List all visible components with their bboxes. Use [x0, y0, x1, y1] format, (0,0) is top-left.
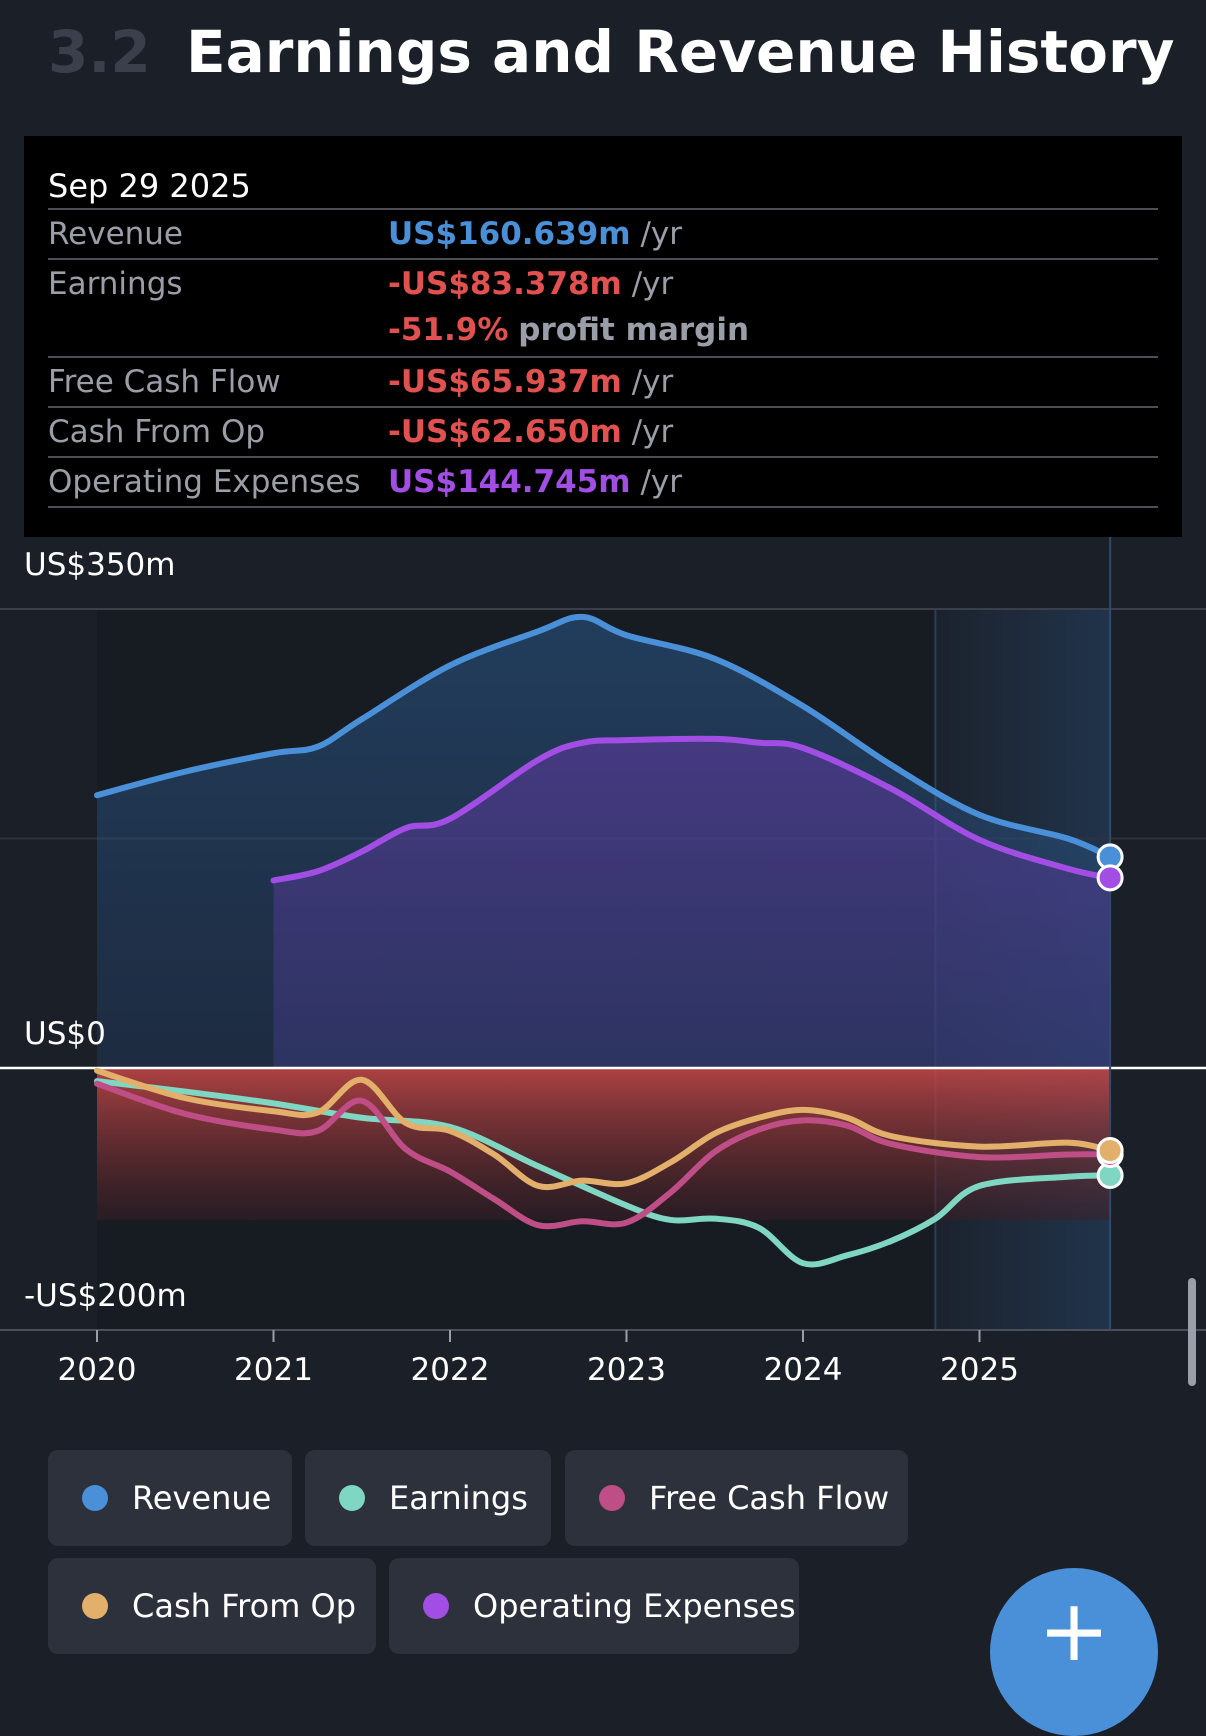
- tooltip-unit: /yr: [631, 266, 674, 302]
- cash-from-op-dot-icon: [82, 1593, 108, 1619]
- chart-tooltip: Sep 29 2025 Revenue US$160.639m /yr Earn…: [24, 136, 1182, 537]
- tooltip-row-free-cash-flow: Free Cash Flow -US$65.937m /yr: [48, 356, 1158, 406]
- legend-label: Earnings: [389, 1479, 528, 1517]
- legend-label: Revenue: [132, 1479, 272, 1517]
- x-tick-label: 2020: [58, 1352, 137, 1388]
- free-cash-flow-dot-icon: [599, 1485, 625, 1511]
- earnings-line: [94, 1078, 1114, 1268]
- legend-chip-earnings[interactable]: Earnings: [305, 1450, 551, 1546]
- operating-expenses-line: [270, 735, 1114, 884]
- tooltip-unit: /yr: [640, 464, 682, 500]
- profit-margin-value: -51.9%: [388, 312, 509, 348]
- tooltip-value: -US$62.650m: [388, 414, 622, 450]
- tooltip-unit: /yr: [631, 364, 674, 400]
- legend-chip-revenue[interactable]: Revenue: [48, 1450, 292, 1546]
- tooltip-value: US$144.745m: [388, 464, 631, 500]
- profit-margin-label: profit margin: [518, 312, 750, 348]
- tooltip-unit: /yr: [640, 216, 682, 252]
- tooltip-divider: [48, 506, 1158, 508]
- tooltip-row-operating-expenses: Operating Expenses US$144.745m /yr: [48, 456, 1158, 506]
- tooltip-value: US$160.639m: [388, 216, 631, 252]
- page-title: Earnings and Revenue History: [186, 18, 1175, 86]
- revenue-line: [94, 613, 1114, 860]
- tooltip-label: Cash From Op: [48, 414, 266, 450]
- x-tick-label: 2025: [940, 1352, 1019, 1388]
- x-tick-label: 2022: [411, 1352, 490, 1388]
- free-cash-flow-line: [94, 1080, 1114, 1230]
- legend-label: Cash From Op: [132, 1587, 357, 1625]
- legend-chip-free-cash-flow[interactable]: Free Cash Flow: [565, 1450, 908, 1546]
- tooltip-label: Revenue: [48, 216, 184, 252]
- tooltip-label: Earnings: [48, 266, 183, 302]
- x-axis: 2020 2021 2022 2023 2024 2025: [58, 1330, 1019, 1388]
- chart-series-lines: [94, 613, 1114, 1268]
- add-button[interactable]: +: [990, 1568, 1158, 1736]
- cash-from-op-end-point: [1096, 1137, 1124, 1165]
- legend-chip-operating-expenses[interactable]: Operating Expenses: [389, 1558, 799, 1654]
- earnings-revenue-chart[interactable]: US$350m US$0 -US$200m 2020 2021 2022 2023 2024…: [0, 537, 1206, 1390]
- tooltip-label: Operating Expenses: [48, 464, 361, 500]
- tooltip-label: Free Cash Flow: [48, 364, 281, 400]
- chart-end-markers: [1096, 843, 1124, 1189]
- y-tick-label: -US$200m: [24, 1278, 187, 1314]
- x-tick-label: 2021: [234, 1352, 313, 1388]
- operating-expenses-end-point: [1096, 864, 1124, 892]
- scrollbar[interactable]: [1188, 1278, 1196, 1386]
- revenue-dot-icon: [82, 1485, 108, 1511]
- x-tick-label: 2024: [764, 1352, 843, 1388]
- tooltip-date: Sep 29 2025: [48, 167, 251, 205]
- y-axis-labels: US$350m US$0 -US$200m: [24, 547, 187, 1314]
- section-header: 3.2 Earnings and Revenue History: [48, 12, 1174, 92]
- legend-chip-cash-from-op[interactable]: Cash From Op: [48, 1558, 376, 1654]
- tooltip-row-cash-from-op: Cash From Op -US$62.650m /yr: [48, 406, 1158, 456]
- x-tick-label: 2023: [587, 1352, 666, 1388]
- section-number: 3.2: [48, 18, 151, 86]
- tooltip-row-revenue: Revenue US$160.639m /yr: [48, 208, 1158, 258]
- y-tick-label: US$0: [24, 1016, 106, 1052]
- tooltip-row-earnings: Earnings -US$83.378m /yr -51.9% profit m…: [48, 258, 1158, 356]
- operating-expenses-area: [273, 738, 1111, 1068]
- y-tick-label: US$350m: [24, 547, 175, 583]
- tooltip-unit: /yr: [631, 414, 674, 450]
- plus-icon: +: [1037, 1581, 1111, 1681]
- earnings-dot-icon: [339, 1485, 365, 1511]
- tooltip-value: -US$83.378m: [388, 266, 622, 302]
- legend-label: Free Cash Flow: [649, 1479, 890, 1517]
- tooltip-value: -US$65.937m: [388, 364, 622, 400]
- cash-from-op-line: [94, 1067, 1114, 1190]
- operating-expenses-dot-icon: [423, 1593, 449, 1619]
- legend-label: Operating Expenses: [473, 1587, 796, 1625]
